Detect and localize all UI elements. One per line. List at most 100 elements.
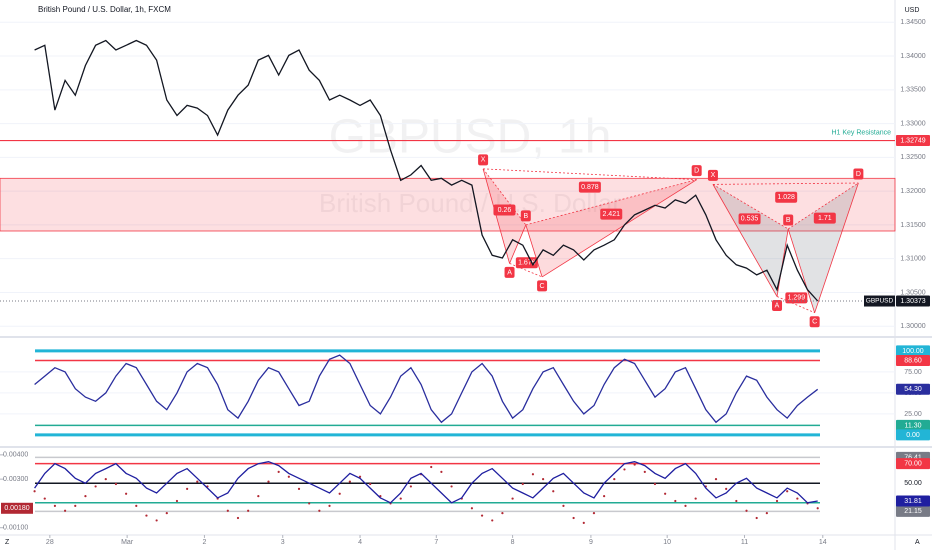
pattern-point-label: B: [786, 217, 791, 224]
dot: [94, 485, 97, 488]
y-tick-label: 1.30000: [900, 323, 925, 330]
dot: [287, 475, 290, 478]
dot: [409, 485, 412, 488]
dot: [562, 504, 565, 507]
dot: [125, 492, 128, 495]
x-tick-label: 11: [741, 539, 748, 546]
dot: [33, 490, 36, 493]
dot: [521, 482, 524, 486]
last-value-label: 54.30: [904, 386, 922, 393]
ratio-label: 0.878: [581, 184, 599, 191]
level-label-bg: [896, 429, 930, 441]
y-tick-label: 1.33500: [900, 87, 925, 94]
pattern-point-bg: [783, 214, 794, 226]
dot: [603, 495, 606, 498]
dot: [308, 502, 311, 505]
symbol-title: British Pound / U.S. Dollar, 1h, FXCM: [38, 5, 171, 14]
ratio-label: 1.676: [518, 260, 536, 267]
dot: [450, 485, 453, 488]
pattern-point-label: A: [507, 269, 512, 276]
x-tick-label: 3: [281, 539, 285, 546]
dot: [236, 516, 240, 520]
currency: USD: [905, 7, 920, 14]
ratio-label: 0.26: [498, 207, 512, 214]
dot: [613, 478, 616, 481]
pattern-point-bg: [707, 169, 718, 181]
level-label: 50.00: [904, 480, 922, 487]
dot: [186, 487, 189, 490]
dot: [714, 478, 718, 481]
ratio-bg: [813, 212, 836, 224]
dot-tag: 0.00180: [4, 505, 29, 512]
y2-tick-label: 0.00400: [3, 452, 28, 459]
level-label-bg: [896, 505, 930, 517]
resistance-label: 1.32749: [900, 137, 925, 144]
dot: [765, 512, 768, 515]
dot: [196, 480, 199, 483]
dot: [277, 470, 280, 473]
pattern-point-bg: [809, 316, 820, 328]
y2-tick-label: 0.00300: [3, 476, 28, 483]
dot: [43, 497, 46, 500]
symbol-tag-bg: [864, 295, 895, 307]
ratio-bg: [738, 213, 761, 225]
y-tick-label: 1.32500: [900, 154, 925, 161]
level-label: 11.30: [905, 422, 922, 429]
level-label-bg: [896, 354, 930, 366]
ratio-label: 1.71: [818, 215, 832, 222]
series-line: [34, 354, 819, 424]
dot: [491, 519, 494, 522]
dot: [440, 470, 443, 473]
dot: [104, 478, 107, 481]
watermark-sub: British Pound / U.S. Dollar: [319, 188, 621, 218]
dot: [114, 482, 118, 486]
dot: [318, 509, 321, 512]
dot: [338, 492, 341, 495]
pattern-point-bg: [520, 210, 531, 222]
ratio-bg: [600, 208, 623, 220]
dot: [725, 487, 728, 490]
series-line: [34, 461, 818, 504]
dot: [480, 514, 484, 517]
dot: [63, 509, 67, 512]
pattern-leg: [525, 224, 543, 278]
y-tick-label: 1.34500: [900, 19, 925, 26]
pattern-leg: [509, 224, 527, 264]
level-label-bg: [896, 345, 930, 357]
dot: [226, 509, 229, 512]
pattern-point-label: B: [523, 213, 528, 220]
pattern-leg: [712, 184, 789, 230]
y-tick-label: 1.34000: [900, 53, 925, 60]
x-tick-label: 4: [358, 539, 362, 546]
symbol-tag: GBPUSD: [866, 298, 894, 305]
ratio-label: 2.421: [602, 211, 620, 218]
level-label: 21.15: [904, 508, 922, 515]
dot: [775, 499, 779, 503]
x-tick-label: 9: [589, 539, 593, 546]
ratio-label: 1.299: [788, 295, 806, 302]
ratio-bg: [578, 181, 601, 193]
x-tick-label: Mar: [121, 539, 134, 546]
dot: [572, 516, 575, 520]
dot: [399, 497, 402, 500]
dot: [694, 497, 697, 500]
pattern-point-label: A: [775, 302, 780, 309]
level-label: 0.00: [906, 432, 920, 439]
x-tick-label: 7: [434, 539, 438, 546]
y-tick-label: 25.00: [904, 411, 922, 418]
pattern-point-label: D: [856, 171, 861, 178]
corner-right[interactable]: A: [915, 539, 920, 546]
pattern-fill: [788, 183, 859, 313]
corner-left[interactable]: Z: [5, 539, 10, 546]
last-value-label: 31.81: [904, 498, 922, 505]
last-price-label: 1.30373: [900, 298, 925, 305]
dot: [145, 514, 148, 517]
dot: [84, 495, 87, 498]
pattern-leg: [509, 263, 543, 278]
pattern-point-label: C: [812, 319, 817, 326]
pattern-point-bg: [504, 266, 515, 278]
x-tick-label: 8: [511, 539, 515, 546]
ratio-bg: [493, 204, 516, 216]
dot: [592, 512, 596, 515]
pattern-point-bg: [478, 154, 489, 166]
